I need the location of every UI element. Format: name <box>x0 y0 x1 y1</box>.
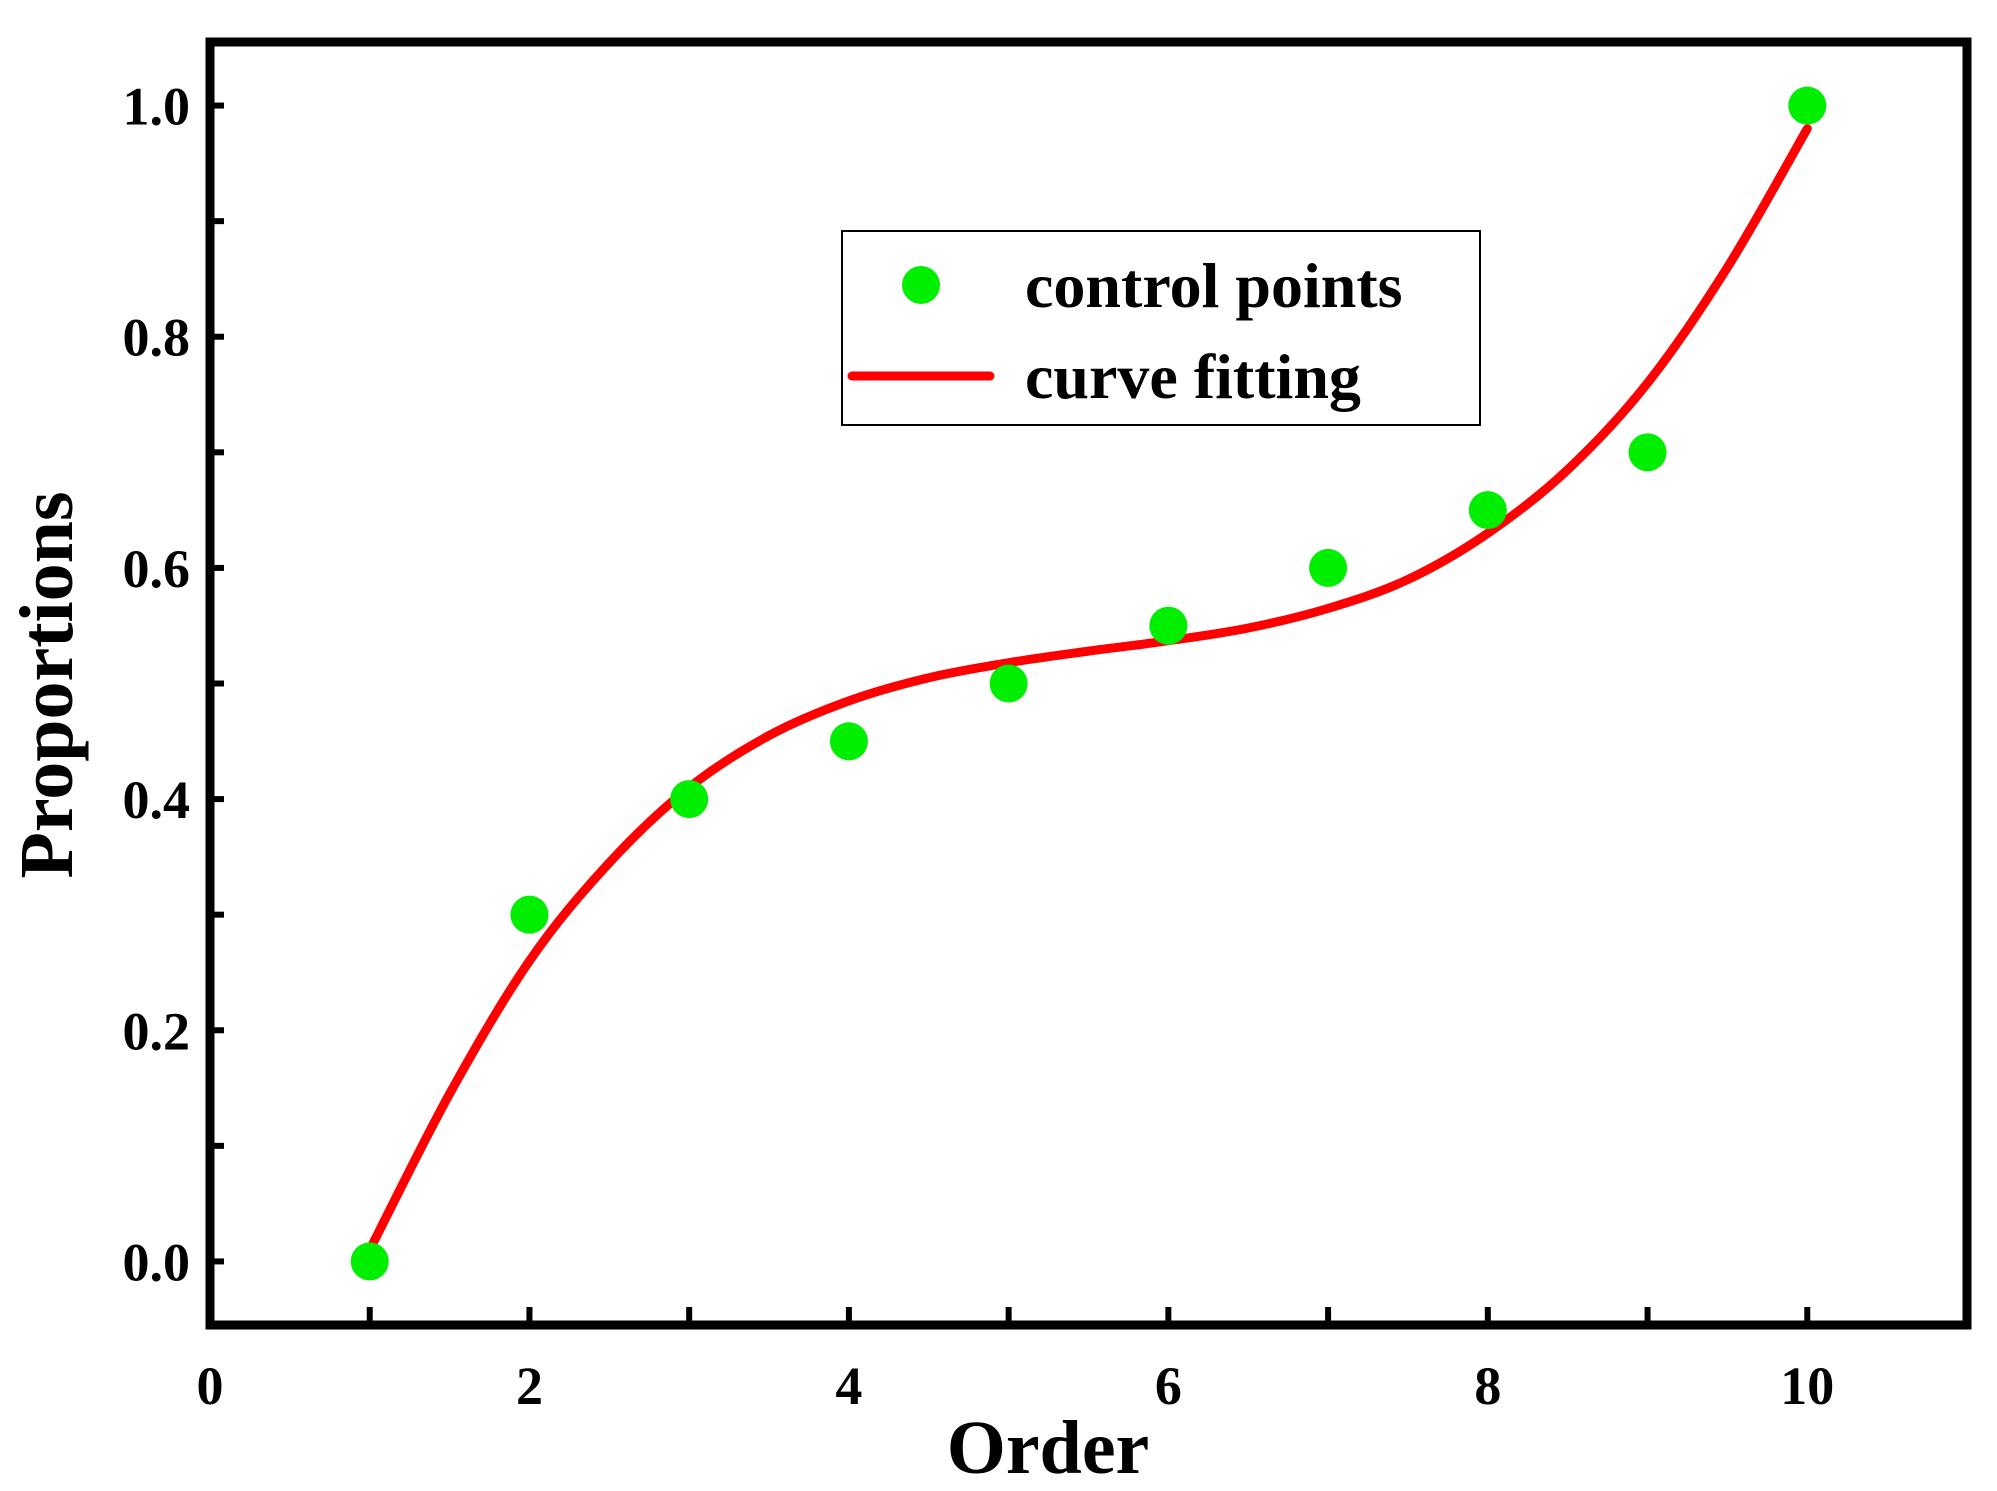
y-axis-tick-labels: 0.0 0.2 0.4 0.6 0.8 1.0 <box>123 77 191 1293</box>
y-tick-label: 0.0 <box>123 1232 191 1292</box>
y-tick-label: 0.2 <box>123 1001 191 1061</box>
fit-curve-line <box>365 124 1812 1255</box>
control-point <box>510 895 549 934</box>
x-tick-label: 6 <box>1155 1356 1182 1416</box>
x-axis-tick-labels: 0 2 4 6 8 10 <box>197 1356 1835 1416</box>
y-axis-title: Proportions <box>5 491 89 878</box>
control-point <box>1468 491 1507 530</box>
control-point <box>1788 86 1827 125</box>
control-point <box>350 1242 389 1281</box>
control-point <box>989 664 1028 703</box>
x-tick-label: 10 <box>1780 1356 1834 1416</box>
y-axis-ticks <box>210 102 224 1265</box>
control-point <box>1309 548 1348 587</box>
control-point <box>829 722 868 761</box>
control-point <box>1149 606 1188 645</box>
y-tick-label: 0.4 <box>123 770 191 830</box>
x-tick-label: 0 <box>197 1356 224 1416</box>
control-point <box>1628 433 1667 472</box>
legend-control-points-label: control points <box>1025 250 1403 321</box>
control-point <box>670 780 709 819</box>
y-tick-label: 0.6 <box>123 539 191 599</box>
legend-box <box>841 230 1481 426</box>
x-tick-label: 8 <box>1474 1356 1501 1416</box>
y-tick-label: 0.8 <box>123 308 191 368</box>
legend-control-points-marker <box>902 266 940 304</box>
control-points <box>350 86 1827 1281</box>
legend-curve-fitting-label: curve fitting <box>1025 341 1361 412</box>
x-tick-label: 4 <box>835 1356 862 1416</box>
x-tick-label: 2 <box>516 1356 543 1416</box>
y-tick-label: 1.0 <box>123 77 191 137</box>
x-axis-ticks <box>366 1307 1811 1325</box>
legend: control points curve fitting <box>841 230 1481 426</box>
x-axis-title: Order <box>947 1406 1150 1490</box>
